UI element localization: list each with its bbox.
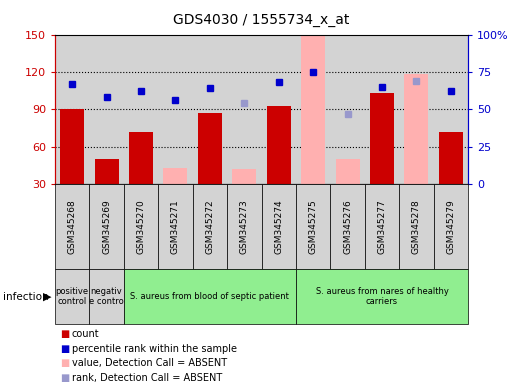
Text: GSM345269: GSM345269 (102, 199, 111, 254)
Text: GSM345268: GSM345268 (67, 199, 77, 254)
Text: S. aureus from blood of septic patient: S. aureus from blood of septic patient (130, 292, 289, 301)
Text: rank, Detection Call = ABSENT: rank, Detection Call = ABSENT (72, 373, 222, 383)
Text: ■: ■ (60, 358, 70, 368)
Bar (301, 35, 325, 184)
Bar (129, 132, 153, 184)
Text: GSM345277: GSM345277 (378, 199, 386, 254)
Bar (434, 184, 468, 269)
Text: GSM345272: GSM345272 (206, 199, 214, 254)
Text: GSM345276: GSM345276 (343, 199, 352, 254)
Bar (95, 159, 119, 184)
Bar (331, 184, 365, 269)
Bar (267, 106, 291, 184)
Text: infection: infection (3, 291, 48, 302)
Text: S. aureus from nares of healthy
carriers: S. aureus from nares of healthy carriers (315, 287, 448, 306)
Text: GSM345278: GSM345278 (412, 199, 421, 254)
Bar (404, 74, 428, 184)
Bar (262, 184, 296, 269)
Text: GSM345279: GSM345279 (446, 199, 456, 254)
Text: count: count (72, 329, 99, 339)
Text: percentile rank within the sample: percentile rank within the sample (72, 344, 236, 354)
Bar (89, 269, 124, 324)
Bar (192, 184, 227, 269)
Bar (336, 159, 360, 184)
Text: GSM345273: GSM345273 (240, 199, 249, 254)
Text: GSM345271: GSM345271 (171, 199, 180, 254)
Text: ■: ■ (60, 373, 70, 383)
Bar (198, 113, 222, 184)
Bar (296, 269, 468, 324)
Text: negativ
e contro: negativ e contro (89, 287, 124, 306)
Text: ▶: ▶ (43, 291, 51, 302)
Bar (60, 109, 84, 184)
Bar (296, 184, 331, 269)
Bar (232, 169, 256, 184)
Bar (89, 184, 124, 269)
Text: value, Detection Call = ABSENT: value, Detection Call = ABSENT (72, 358, 227, 368)
Bar (158, 184, 192, 269)
Bar (124, 184, 158, 269)
Bar (227, 184, 262, 269)
Bar (399, 184, 434, 269)
Bar (370, 93, 394, 184)
Text: positive
control: positive control (55, 287, 89, 306)
Bar (55, 269, 89, 324)
Text: ■: ■ (60, 344, 70, 354)
Bar (439, 132, 463, 184)
Text: GSM345274: GSM345274 (274, 199, 283, 254)
Text: GDS4030 / 1555734_x_at: GDS4030 / 1555734_x_at (173, 13, 350, 27)
Bar (163, 168, 187, 184)
Bar (124, 269, 296, 324)
Text: GSM345270: GSM345270 (137, 199, 145, 254)
Text: ■: ■ (60, 329, 70, 339)
Text: GSM345275: GSM345275 (309, 199, 317, 254)
Bar (365, 184, 399, 269)
Bar (55, 184, 89, 269)
